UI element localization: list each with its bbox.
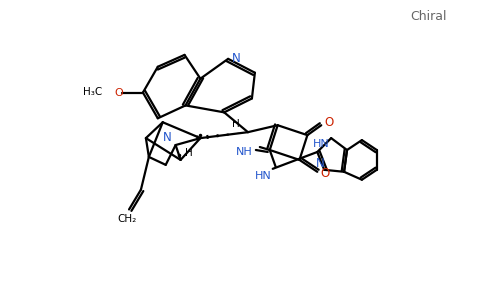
Text: O: O bbox=[115, 88, 123, 98]
Text: CH₂: CH₂ bbox=[118, 214, 136, 224]
Text: N: N bbox=[316, 158, 325, 170]
Text: H: H bbox=[232, 119, 240, 129]
Text: N: N bbox=[163, 130, 172, 144]
Text: HN: HN bbox=[255, 171, 271, 181]
Text: HN: HN bbox=[313, 139, 330, 149]
Text: O: O bbox=[320, 167, 330, 180]
Text: H: H bbox=[184, 148, 192, 158]
Text: O: O bbox=[325, 116, 334, 129]
Text: Chiral: Chiral bbox=[410, 10, 447, 23]
Text: N: N bbox=[232, 52, 241, 65]
Text: NH: NH bbox=[236, 147, 252, 157]
Text: H₃C: H₃C bbox=[83, 86, 102, 97]
